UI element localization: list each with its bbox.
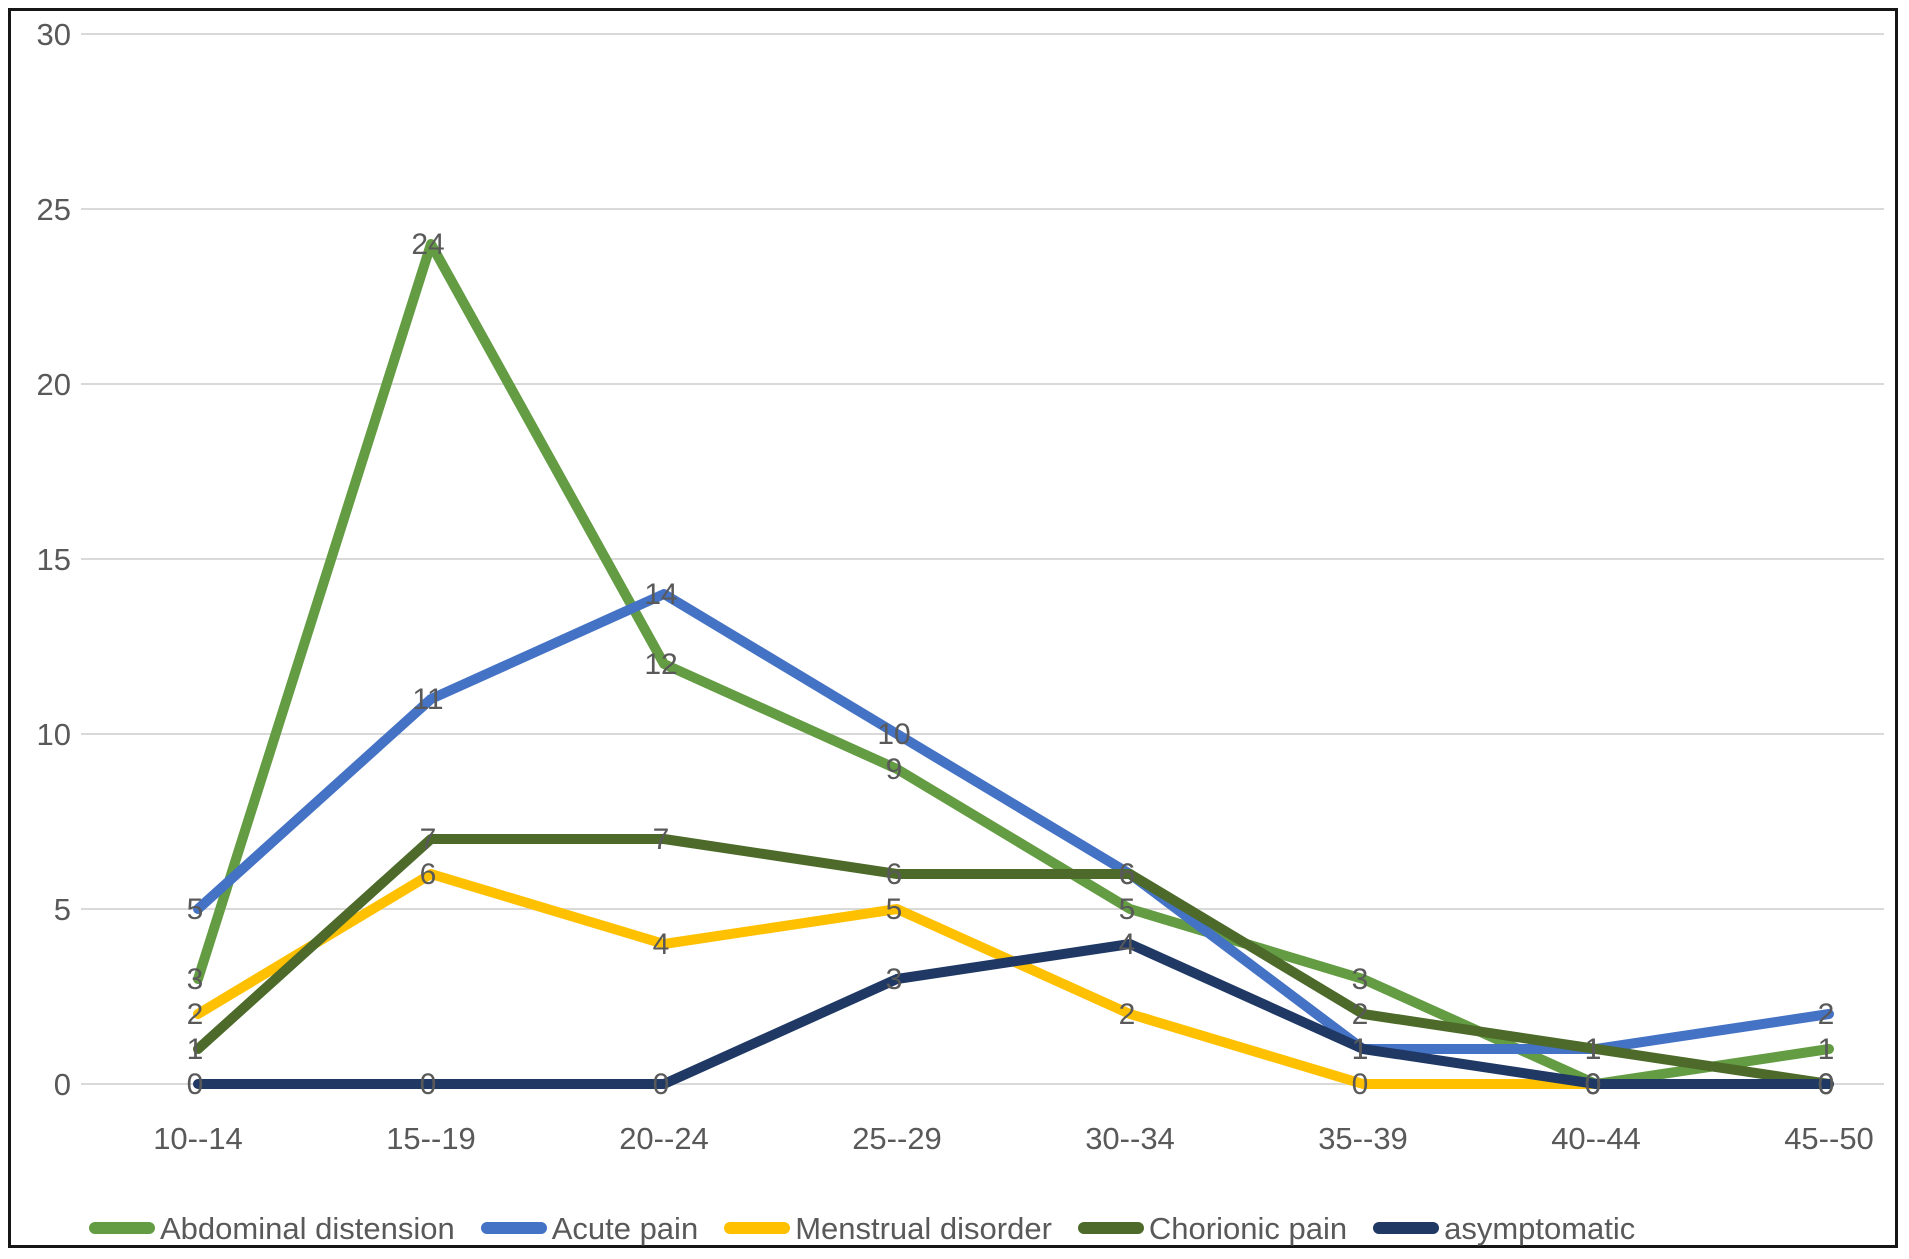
legend-item-menstrual-disorder: Menstrual disorder: [724, 1213, 1052, 1244]
x-axis-tick-label: 10--14: [153, 1121, 243, 1156]
legend-label: asymptomatic: [1444, 1210, 1636, 1246]
data-label: 9: [886, 753, 903, 786]
data-label: 4: [653, 928, 670, 961]
legend-item-asymptomatic: asymptomatic: [1373, 1213, 1635, 1244]
legend-label: Abdominal distension: [160, 1210, 455, 1246]
data-label: 10: [877, 718, 910, 751]
data-label: 14: [644, 578, 677, 611]
data-label: 2: [1352, 998, 1369, 1031]
data-label: 3: [886, 963, 903, 996]
data-label: 5: [187, 893, 204, 926]
y-axis-tick-label: 5: [54, 892, 71, 927]
x-axis-tick-label: 15--19: [386, 1121, 476, 1156]
series-line-abdominal-distension: [193, 239, 1834, 1089]
data-label: 0: [653, 1068, 670, 1101]
data-label: 5: [886, 893, 903, 926]
y-axis-tick-label: 15: [37, 542, 71, 577]
chart-legend: Abdominal distension Acute pain Menstrual …: [89, 1203, 1879, 1253]
x-axis-tick-label: 45--50: [1784, 1121, 1874, 1156]
chart-figure: 0 5 10 15 20 25 30 10--14 15--19 20--24 25--29 30--…: [8, 8, 1898, 1248]
data-label: 0: [1818, 1068, 1835, 1101]
data-label: 11: [412, 683, 443, 716]
y-axis-tick-label: 30: [37, 17, 71, 52]
data-label: 7: [420, 823, 437, 856]
series-line-asymptomatic: [193, 939, 1834, 1089]
legend-swatch-icon: [480, 1222, 547, 1234]
y-axis-tick-label: 0: [54, 1067, 71, 1102]
data-label: 2: [1119, 998, 1136, 1031]
data-label: 0: [1818, 1068, 1835, 1101]
x-axis-tick-label: 30--34: [1085, 1121, 1175, 1156]
legend-swatch-icon: [89, 1222, 155, 1234]
data-label: 1: [1818, 1033, 1835, 1066]
y-axis-tick-label: 25: [37, 192, 71, 227]
data-label: 2: [1818, 998, 1835, 1031]
data-label: 12: [644, 648, 677, 681]
data-label: 24: [411, 228, 444, 261]
data-label: 0: [1352, 1068, 1369, 1101]
y-axis-tick-label: 20: [37, 367, 71, 402]
data-label: 1: [1352, 1033, 1369, 1066]
legend-item-acute-pain: Acute pain: [480, 1210, 699, 1246]
legend-swatch-icon: [1077, 1222, 1144, 1234]
data-label: 0: [1585, 1068, 1602, 1101]
data-label: 1: [1352, 1033, 1369, 1066]
y-axis-tick-label: 10: [37, 717, 71, 752]
data-label: 1: [1585, 1033, 1602, 1066]
x-axis-tick-label: 40--44: [1551, 1121, 1641, 1156]
legend-item-chorionic-pain: Chorionic pain: [1077, 1210, 1348, 1246]
data-label: 3: [1352, 963, 1369, 996]
data-label: 0: [1585, 1068, 1602, 1101]
legend-item-abdominal-distension: Abdominal distension: [89, 1213, 455, 1244]
series-line-acute-pain: [193, 589, 1834, 1054]
data-label: 0: [1818, 1068, 1835, 1101]
legend-swatch-icon: [724, 1222, 791, 1234]
data-label: 7: [653, 823, 670, 856]
data-label: 2: [187, 998, 204, 1031]
series-line-chorionic-pain: [193, 834, 1834, 1089]
data-label: 5: [1119, 893, 1136, 926]
legend-label: Acute pain: [551, 1210, 699, 1246]
data-label: 6: [1119, 858, 1136, 891]
data-label: 6: [420, 858, 437, 891]
legend-label: Chorionic pain: [1148, 1210, 1348, 1246]
data-label: 6: [1119, 858, 1136, 891]
data-label: 4: [1119, 928, 1136, 961]
data-label: 6: [886, 858, 903, 891]
legend-label: Menstrual disorder: [795, 1210, 1052, 1246]
x-axis-tick-label: 20--24: [619, 1121, 709, 1156]
data-label: 0: [1585, 1068, 1602, 1101]
legend-swatch-icon: [1373, 1222, 1440, 1234]
data-label: 0: [187, 1068, 204, 1101]
data-label: 1: [1585, 1033, 1602, 1066]
data-label: 0: [420, 1068, 437, 1101]
x-axis-tick-label: 25--29: [852, 1121, 942, 1156]
data-label: 1: [187, 1033, 204, 1066]
x-axis-tick-label: 35--39: [1318, 1121, 1408, 1156]
data-label: 3: [187, 963, 204, 996]
